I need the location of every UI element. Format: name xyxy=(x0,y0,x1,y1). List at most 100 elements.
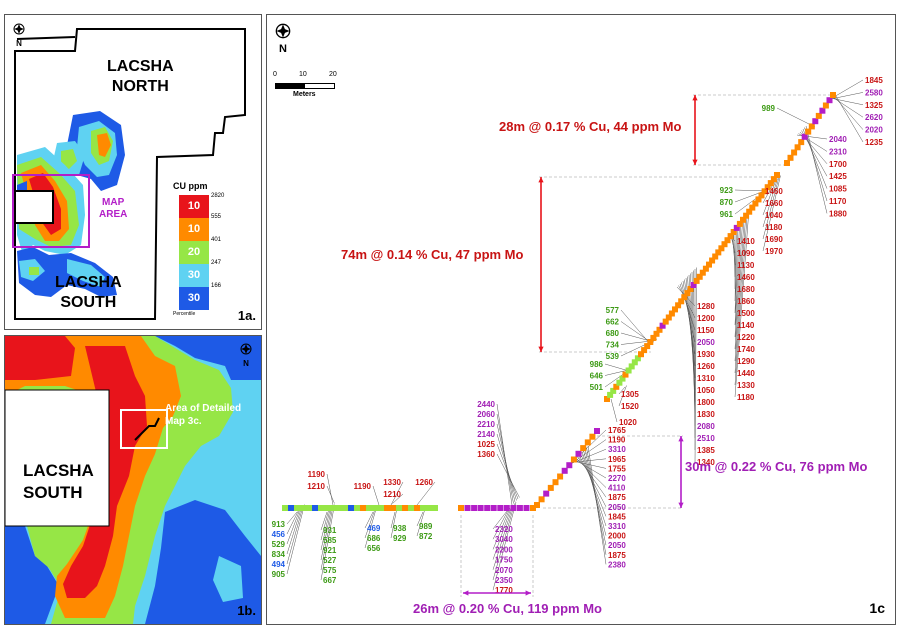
leader-line xyxy=(416,481,436,506)
leader-line xyxy=(286,508,301,545)
legend-top-value: 2820 xyxy=(211,193,225,199)
sample-label: 1680 xyxy=(737,285,755,294)
scale-tick-0: 0 xyxy=(273,71,277,78)
sample-square xyxy=(426,505,432,511)
sample-square xyxy=(819,107,826,114)
sample-label: 494 xyxy=(272,560,286,569)
sample-label: 1090 xyxy=(737,249,755,258)
legend-row: 30 166 xyxy=(173,264,233,289)
sample-square xyxy=(770,176,777,183)
leader-line xyxy=(734,215,749,398)
leader-line xyxy=(492,507,511,550)
heatmap-blobs xyxy=(12,111,125,297)
sample-square xyxy=(390,505,396,511)
sample-square xyxy=(702,265,709,272)
sample-label: 1965 xyxy=(608,455,626,464)
sample-label: 527 xyxy=(323,556,337,565)
leader-line xyxy=(734,225,739,314)
leader-line xyxy=(587,445,607,565)
sample-label: 4110 xyxy=(608,484,626,493)
sample-label: 1385 xyxy=(697,446,715,455)
sample-label: 529 xyxy=(272,540,286,549)
leader-line xyxy=(496,423,516,503)
legend-bottom-value: 247 xyxy=(211,260,222,266)
map-area-line2: AREA xyxy=(99,209,128,220)
sample-label: 2380 xyxy=(608,560,626,569)
sample-square xyxy=(733,224,740,231)
zone-north-line2: NORTH xyxy=(111,78,169,95)
sample-label: 1170 xyxy=(829,197,847,206)
sample-label: 575 xyxy=(323,566,337,575)
legend-title: CU ppm xyxy=(173,181,208,191)
sample-square xyxy=(631,359,638,366)
sample-square xyxy=(696,273,703,280)
sample-square xyxy=(712,253,719,260)
sample-square xyxy=(672,306,678,313)
sample-label: 656 xyxy=(367,544,381,553)
sample-square xyxy=(458,505,464,511)
map-area-box xyxy=(12,174,90,248)
leader-line xyxy=(776,107,816,128)
callout-line2: Map 3c. xyxy=(165,416,202,427)
leader-line xyxy=(492,504,514,570)
interval-guides xyxy=(460,94,833,597)
arrowhead xyxy=(692,159,698,165)
arrowhead xyxy=(463,590,469,596)
leader-line xyxy=(678,285,696,319)
sample-label: 2440 xyxy=(477,400,495,409)
sample-square xyxy=(312,505,318,511)
sample-label: 1210 xyxy=(383,490,401,499)
sample-square xyxy=(718,245,725,252)
leader-line xyxy=(734,224,740,326)
sample-label: 1340 xyxy=(697,458,715,467)
sample-square xyxy=(384,505,390,511)
sample-label: 3040 xyxy=(495,535,513,544)
sample-square xyxy=(484,505,491,511)
sample-square xyxy=(812,118,819,125)
leader-line xyxy=(320,504,335,581)
sample-square xyxy=(687,286,694,292)
panel-1c-sample-map: 1845 2580 1325 2620 2020 1235 2040 2310 1700 1425… xyxy=(266,14,896,625)
sample-label: 2210 xyxy=(477,420,495,429)
sample-square xyxy=(610,387,617,394)
legend-swatch: 30 xyxy=(179,287,209,310)
leader-line xyxy=(416,511,424,527)
zone-1b-line2: SOUTH xyxy=(23,483,83,502)
sample-label: 667 xyxy=(323,576,337,585)
north-label: N xyxy=(279,43,287,55)
sample-label: 1200 xyxy=(697,314,715,323)
arrowhead xyxy=(525,590,531,596)
sample-label: 1460 xyxy=(737,273,755,282)
sample-label: 989 xyxy=(762,104,776,113)
sample-label: 1210 xyxy=(307,482,325,491)
detail-callout: Area of Detailed Map 3c. xyxy=(165,402,241,428)
sample-square xyxy=(566,462,573,469)
leader-line xyxy=(492,509,509,540)
zone-north-line1: LACSHA xyxy=(107,58,174,75)
sample-label: 2020 xyxy=(865,126,883,135)
sample-label: 456 xyxy=(272,530,286,539)
sample-label: 929 xyxy=(393,534,407,543)
sample-square xyxy=(616,379,623,386)
sample-label: 3310 xyxy=(608,522,626,531)
sample-square xyxy=(523,505,530,511)
sample-label: 1440 xyxy=(737,369,755,378)
sample-label: 1460 xyxy=(765,187,783,196)
sample-label: 1050 xyxy=(697,386,715,395)
sample-square xyxy=(464,505,471,511)
sample-label: 1310 xyxy=(697,374,715,383)
sample-square xyxy=(743,212,750,219)
sample-label: 2310 xyxy=(829,147,847,156)
sample-square xyxy=(622,371,629,378)
sample-square xyxy=(396,505,402,511)
sample-label: 2580 xyxy=(865,88,883,97)
sample-square xyxy=(366,505,372,511)
sample-square xyxy=(665,314,672,321)
sample-square xyxy=(336,505,342,511)
sample-label: 2080 xyxy=(697,422,715,431)
sample-square xyxy=(755,196,762,203)
sample-square xyxy=(830,92,836,98)
sample-square xyxy=(787,154,794,161)
sample-label: 1025 xyxy=(477,440,495,449)
leader-line xyxy=(492,506,512,560)
